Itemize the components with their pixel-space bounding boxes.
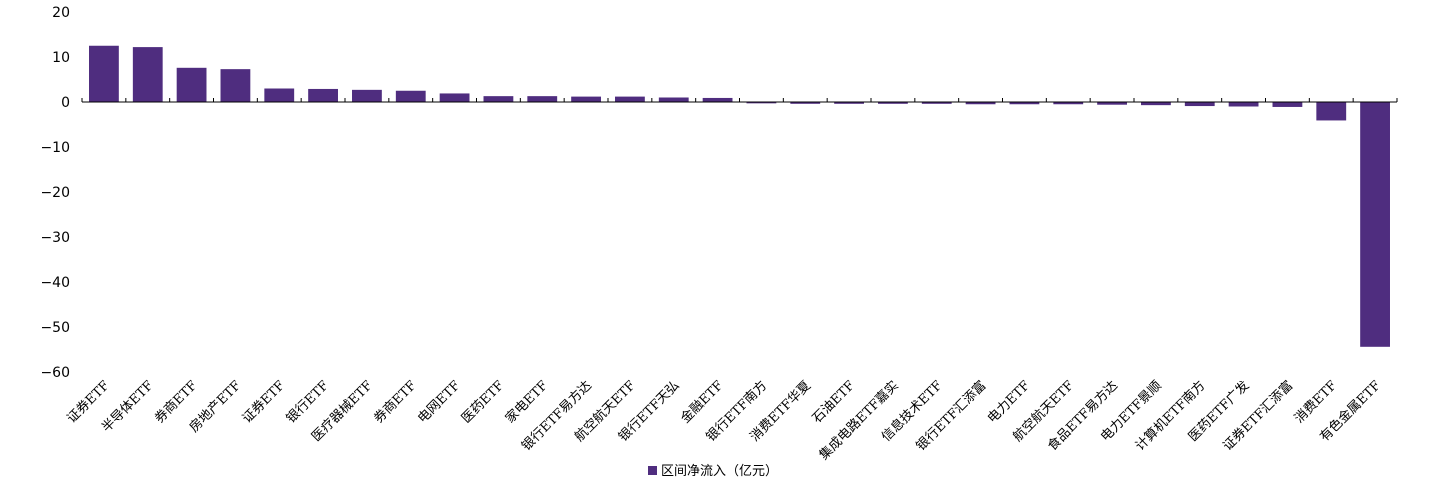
- bar: [132, 47, 163, 102]
- y-tick-label: 0: [61, 95, 70, 111]
- x-tick-label: 证券ETF: [239, 378, 288, 427]
- bar: [1009, 102, 1040, 105]
- bar: [571, 96, 601, 102]
- bar: [878, 102, 908, 104]
- bar: [921, 102, 952, 104]
- bar: [1184, 102, 1215, 107]
- bar: [1053, 102, 1084, 105]
- legend-label: 区间净流入（亿元）: [661, 464, 778, 479]
- y-tick-label: −60: [40, 365, 70, 381]
- legend-swatch: [648, 466, 657, 475]
- x-tick-label: 券商ETF: [371, 378, 420, 427]
- bar: [264, 88, 295, 102]
- bar: [1097, 102, 1127, 105]
- bar: [658, 97, 689, 102]
- y-tick-label: −50: [40, 320, 70, 336]
- bar: [702, 97, 733, 102]
- y-tick-label: −30: [40, 230, 70, 246]
- legend: 区间净流入（亿元）: [648, 464, 778, 479]
- x-tick-label: 电网ETF: [415, 378, 463, 426]
- bar: [483, 96, 514, 102]
- bar: [1360, 102, 1390, 347]
- bar: [1228, 102, 1259, 107]
- bar: [615, 96, 645, 102]
- x-tick-label: 集成电路ETF嘉实: [816, 378, 902, 464]
- bar: [176, 67, 207, 102]
- y-tick-label: −20: [40, 185, 70, 201]
- y-tick-label: 10: [52, 50, 70, 66]
- x-axis-ticks: [81, 98, 1398, 102]
- bar: [527, 96, 558, 102]
- bars: [89, 45, 1390, 347]
- bar: [1141, 102, 1171, 106]
- y-axis: 20 10 0 −10 −20 −30 −40 −50 −60: [40, 5, 70, 381]
- y-tick-label: −10: [40, 140, 70, 156]
- bar: [352, 89, 382, 102]
- bar: [89, 45, 119, 102]
- bar: [834, 102, 864, 104]
- y-tick-label: 20: [52, 5, 70, 21]
- x-tick-label: 医药ETF: [459, 378, 507, 426]
- x-axis-labels: 证券ETF半导体ETF券商ETF房地产ETF证券ETF银行ETF医疗器械ETF券…: [64, 378, 1384, 464]
- bar: [308, 88, 338, 102]
- bar: [1316, 102, 1347, 121]
- bar: [790, 102, 821, 104]
- bar: [965, 102, 996, 105]
- bar: [220, 69, 251, 102]
- bar: [395, 90, 426, 102]
- y-tick-label: −40: [40, 275, 70, 291]
- bar: [746, 102, 777, 104]
- bar: [439, 93, 470, 102]
- bar: [1272, 102, 1303, 107]
